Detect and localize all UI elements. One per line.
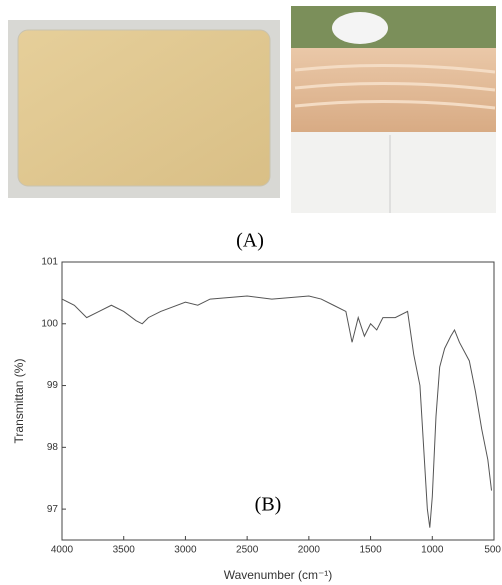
- y-axis-label: Transmittan (%): [12, 359, 26, 444]
- panel-label: (A): [236, 230, 264, 252]
- x-tick-label: 1500: [359, 545, 382, 556]
- x-tick-label: 2500: [236, 545, 259, 556]
- photo-left: [8, 20, 280, 198]
- y-tick-label: 99: [47, 380, 59, 391]
- x-tick-label: 4000: [51, 545, 74, 556]
- x-tick-label: 2000: [298, 545, 321, 556]
- x-tick-label: 500: [484, 545, 501, 556]
- spectrum-line: [61, 295, 493, 528]
- y-tick-label: 100: [41, 318, 58, 329]
- x-tick-label: 3000: [174, 545, 197, 556]
- y-tick-label: 97: [47, 504, 59, 515]
- y-tick-label: 101: [41, 257, 58, 268]
- x-tick-label: 3500: [113, 545, 136, 556]
- plot-frame: [61, 261, 495, 541]
- panel-label: (B): [255, 494, 282, 516]
- photo-right: [291, 6, 496, 213]
- x-tick-label: 1000: [421, 545, 444, 556]
- y-tick-label: 98: [47, 442, 59, 453]
- x-axis-label: Wavenumber (cm⁻¹): [224, 568, 333, 582]
